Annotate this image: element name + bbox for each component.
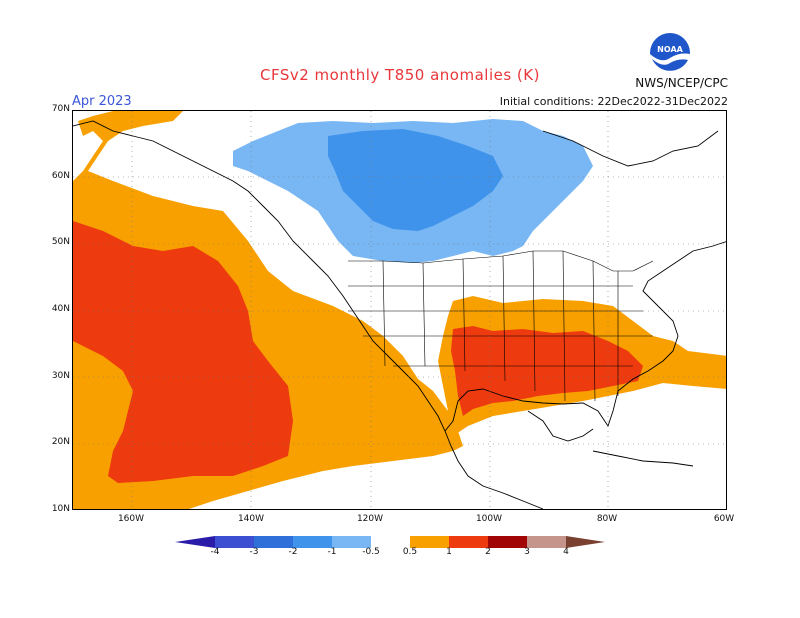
lon-label-100w: 100W (475, 514, 503, 524)
lon-label-160w: 160W (117, 514, 145, 524)
colorbar-swatch-2 (254, 536, 293, 548)
colorbar-swatch-3 (293, 536, 332, 548)
colorbar-label-m05: -0.5 (362, 547, 380, 557)
colorbar (175, 536, 605, 548)
lon-label-80w: 80W (596, 514, 618, 524)
colorbar-swatch-6 (410, 536, 449, 548)
colorbar-label-1: 1 (446, 547, 452, 557)
anomaly-map-svg (73, 111, 726, 509)
colorbar-label-05: 0.5 (402, 547, 418, 557)
map-title: CFSv2 monthly T850 anomalies (K) (260, 66, 540, 84)
lat-label-10n: 10N (51, 504, 70, 514)
noaa-logo: NOAA (650, 33, 690, 74)
noaa-logo-text: NOAA (657, 45, 683, 54)
colorbar-label-3: 3 (524, 547, 530, 557)
anomaly-map (72, 110, 727, 510)
colorbar-swatch-9 (527, 536, 566, 548)
lat-label-70n: 70N (51, 104, 70, 114)
strong-warm-anomaly-region (73, 221, 293, 483)
colorbar-label-m4: -4 (210, 547, 220, 557)
colorbar-label-2: 2 (485, 547, 491, 557)
lon-label-60w: 60W (713, 514, 735, 524)
colorbar-label-m3: -3 (249, 547, 259, 557)
lon-label-120w: 120W (356, 514, 384, 524)
coastlines (73, 120, 726, 509)
lat-label-30n: 30N (51, 371, 70, 381)
initial-conditions: Initial conditions: 22Dec2022-31Dec2022 (499, 95, 728, 108)
lat-label-50n: 50N (51, 237, 70, 247)
colorbar-label-m1: -1 (327, 547, 337, 557)
colorbar-arrow-right (566, 536, 605, 548)
grid-lines (73, 111, 726, 509)
lon-label-140w: 140W (237, 514, 265, 524)
lat-label-20n: 20N (51, 437, 70, 447)
lat-label-40n: 40N (51, 304, 70, 314)
colorbar-label-m2: -2 (288, 547, 298, 557)
forecast-month: Apr 2023 (72, 94, 132, 109)
colorbar-swatch-8 (488, 536, 527, 548)
agency-label: NWS/NCEP/CPC (635, 76, 728, 90)
colorbar-swatch-4 (332, 536, 371, 548)
stronger-cool-anomaly-region (328, 129, 503, 231)
colorbar-swatch-1 (215, 536, 254, 548)
political-borders (348, 250, 654, 402)
colorbar-label-4: 4 (563, 547, 569, 557)
strong-warm-anomaly-region-2 (451, 326, 643, 416)
colorbar-swatch-7 (449, 536, 488, 548)
colorbar-swatch-5 (371, 536, 410, 548)
lat-label-60n: 60N (51, 171, 70, 181)
colorbar-arrow-left (175, 536, 215, 548)
